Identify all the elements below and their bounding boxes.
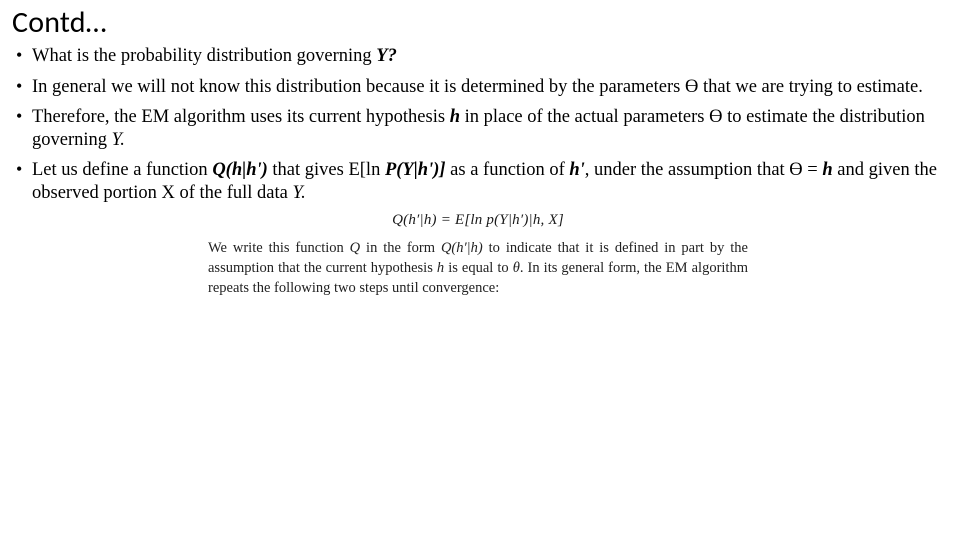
slide-title: Contd… [12,4,944,41]
slide-root: Contd… What is the probability distribut… [0,0,960,540]
figure-explanation: We write this function Q in the form Q(h… [208,239,748,298]
equation-text: Q(h′|h) = E[ln p(Y|h′)|h, X] [208,212,748,229]
equation-content: Q(h′|h) = E[ln p(Y|h′)|h, X] [392,212,564,228]
bullet-item: In general we will not know this distrib… [14,76,944,99]
text-segment: that gives E[ln [268,160,385,180]
text-segment: h' [569,160,584,180]
text-segment: Y? [376,46,397,66]
text-segment: Y. [292,183,305,203]
text-segment: is equal to [444,260,513,276]
text-segment: in the form [360,240,441,256]
text-segment: P(Y|h')] [385,160,446,180]
figure-block: Q(h′|h) = E[ln p(Y|h′)|h, X] We write th… [208,212,748,298]
text-segment: h [450,107,460,127]
text-segment: h [822,160,832,180]
text-segment: Let us define a function [32,160,212,180]
text-segment: as a function of [446,160,570,180]
text-segment: Therefore, the EM algorithm uses its cur… [32,107,450,127]
text-segment: Q(h′|h) [441,240,483,256]
text-segment: What is the probability distribution gov… [32,46,376,66]
text-segment: Y. [112,130,125,150]
text-segment: θ [513,260,520,276]
bullet-item: Therefore, the EM algorithm uses its cur… [14,106,944,151]
text-segment: We write this function [208,240,350,256]
text-segment: Q [350,240,360,256]
text-segment: In general we will not know this distrib… [32,77,923,97]
text-segment: Q(h|h') [212,160,267,180]
bullet-list: What is the probability distribution gov… [12,45,944,204]
text-segment: , under the assumption that ϴ = [585,160,823,180]
bullet-item: Let us define a function Q(h|h') that gi… [14,159,944,204]
bullet-item: What is the probability distribution gov… [14,45,944,68]
